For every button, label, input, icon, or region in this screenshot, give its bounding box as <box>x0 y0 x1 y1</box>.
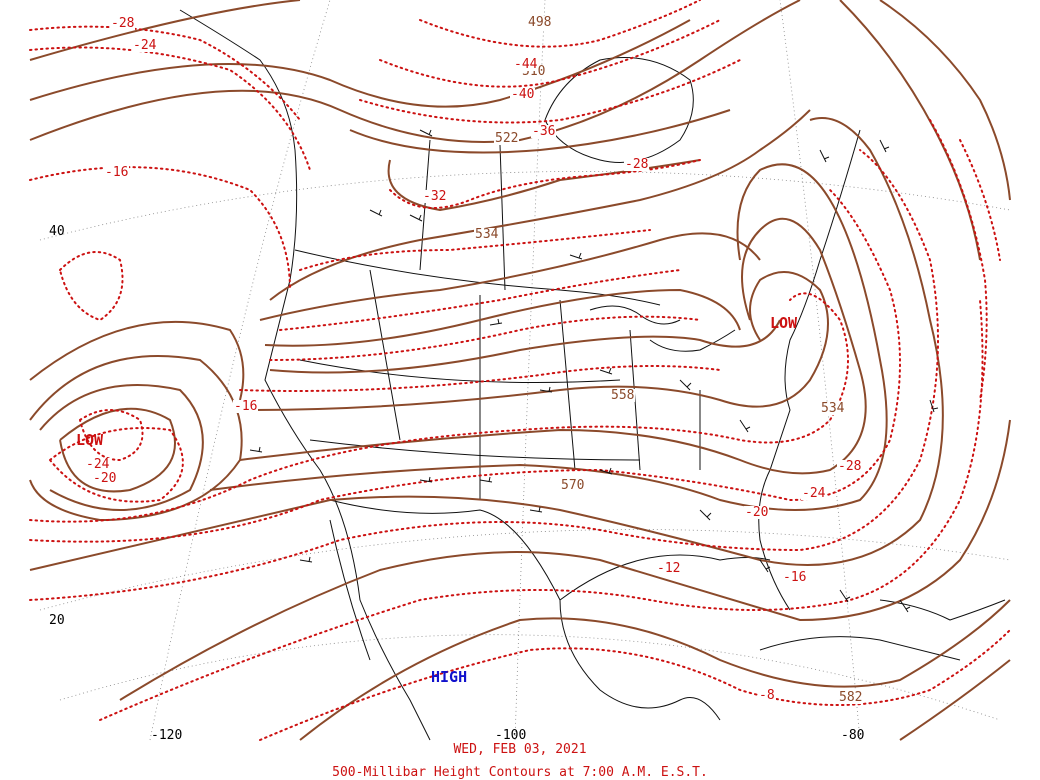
low-pressure-label: LOW <box>770 314 798 332</box>
longitude-label: -80 <box>841 728 865 743</box>
temperature-label: -28 <box>837 459 863 474</box>
temperature-label: -40 <box>510 87 536 102</box>
wind-barbs <box>249 129 939 613</box>
temperature-contours <box>29 0 1011 741</box>
longitude-label: -100 <box>495 728 527 743</box>
temperature-label: -16 <box>104 165 130 180</box>
graticule <box>39 0 1011 741</box>
temperature-label: -24 <box>85 457 111 472</box>
latitude-label: 20 <box>49 613 65 628</box>
low-pressure-label: LOW <box>76 431 104 449</box>
high-pressure-label: HIGH <box>431 668 468 686</box>
latitude-label: 40 <box>49 224 65 239</box>
height-label: 570 <box>560 478 586 493</box>
longitude-label: -120 <box>151 728 183 743</box>
temperature-label: -20 <box>92 471 118 486</box>
height-contours <box>29 0 1011 741</box>
temperature-label: -24 <box>132 38 158 53</box>
temperature-label: -16 <box>782 570 808 585</box>
height-label: 558 <box>610 388 636 403</box>
map-title: 500-Millibar Height Contours at 7:00 A.M… <box>332 765 708 780</box>
temperature-label: -28 <box>624 157 650 172</box>
height-label: 534 <box>474 227 500 242</box>
height-label: 522 <box>494 131 520 146</box>
temperature-label: -36 <box>531 124 557 139</box>
temperature-label: -28 <box>110 16 136 31</box>
height-label: 534 <box>820 401 846 416</box>
temperature-label: -20 <box>744 505 770 520</box>
height-label: 498 <box>527 15 553 30</box>
temperature-label: -24 <box>801 486 827 501</box>
temperature-label: -12 <box>656 561 682 576</box>
map-date: WED, FEB 03, 2021 <box>453 742 587 757</box>
temperature-label: -16 <box>233 399 259 414</box>
temperature-label: -32 <box>422 189 448 204</box>
temperature-label: -44 <box>513 57 539 72</box>
height-label: 582 <box>838 690 864 705</box>
coastlines <box>179 9 1006 741</box>
temperature-label: -8 <box>758 688 776 703</box>
